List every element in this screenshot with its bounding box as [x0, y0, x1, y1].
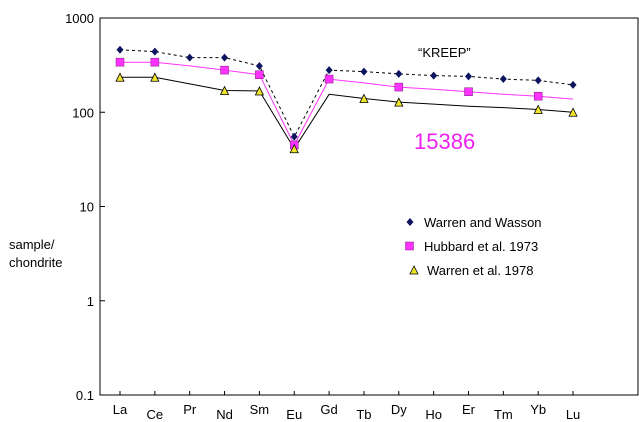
data-point-square	[464, 87, 473, 97]
data-point-diamond	[151, 47, 159, 56]
series-line	[120, 76, 574, 150]
x-tick-label: Eu	[286, 407, 302, 422]
y-axis-ticks: 0.1 1 10 100 1000	[65, 11, 105, 403]
legend-item-warren-wasson: Warren and Wasson	[406, 215, 542, 230]
legend-label-warren-wasson: Warren and Wasson	[424, 215, 542, 230]
x-tick-label: Pr	[183, 402, 197, 417]
data-point-diamond	[395, 69, 403, 78]
data-point-triangle	[289, 143, 299, 154]
x-tick-label: La	[113, 402, 128, 417]
y-tick-label: 1	[87, 294, 94, 309]
data-point-square	[324, 74, 334, 84]
data-point-diamond	[569, 80, 577, 89]
data-point-triangle	[359, 93, 369, 103]
data-point-triangle	[394, 97, 404, 107]
data-point-diamond	[534, 76, 542, 85]
legend-square-marker	[405, 241, 414, 251]
legend-triangle-marker	[409, 265, 419, 275]
x-tick-label: Lu	[566, 407, 580, 422]
y-tick-label: 100	[72, 105, 94, 120]
series-layer	[115, 45, 578, 154]
data-point-square	[115, 57, 125, 67]
legend-item-warren-1978: Warren et al. 1978	[409, 263, 533, 278]
data-point-diamond	[290, 132, 298, 141]
data-point-square	[255, 70, 264, 79]
data-point-diamond	[499, 75, 507, 84]
data-point-triangle	[150, 72, 160, 82]
x-tick-label: Nd	[216, 407, 233, 422]
legend-label-hubbard: Hubbard et al. 1973	[424, 239, 538, 254]
legend-label-warren-1978: Warren et al. 1978	[427, 263, 533, 278]
x-tick-label: Tm	[494, 407, 513, 422]
data-point-triangle	[219, 85, 230, 95]
data-point-square	[220, 65, 229, 75]
x-tick-label: Yb	[530, 402, 546, 417]
plot-frame	[99, 17, 639, 396]
legend: Warren and Wasson Hubbard et al. 1973 Wa…	[405, 215, 542, 278]
data-point-square	[394, 82, 404, 92]
y-tick-label: 1000	[65, 11, 94, 26]
y-axis-label-line1: sample/	[9, 237, 55, 252]
annotation-kreep: “KREEP”	[418, 45, 471, 60]
y-axis-label-line2: chondrite	[9, 255, 62, 270]
series-line	[120, 61, 574, 146]
data-point-diamond	[255, 61, 263, 70]
y-tick-label: 0.1	[76, 388, 94, 403]
data-point-diamond	[186, 53, 194, 62]
data-point-diamond	[116, 45, 124, 54]
data-point-triangle	[115, 72, 125, 82]
x-tick-label: Ce	[147, 407, 164, 422]
x-tick-label: Ho	[425, 407, 442, 422]
x-tick-label: Er	[462, 402, 476, 417]
data-point-diamond	[221, 53, 229, 62]
x-tick-label: Tb	[356, 407, 371, 422]
x-tick-label: Sm	[250, 402, 270, 417]
data-point-diamond	[325, 66, 333, 75]
data-point-square	[150, 57, 160, 67]
data-point-triangle	[568, 107, 578, 117]
data-point-diamond	[430, 71, 438, 80]
legend-diamond-marker	[406, 218, 414, 226]
legend-item-hubbard: Hubbard et al. 1973	[405, 239, 538, 254]
data-point-triangle	[533, 104, 543, 114]
x-tick-label: Gd	[320, 402, 337, 417]
series-line	[119, 49, 574, 138]
data-point-diamond	[465, 72, 472, 81]
data-point-diamond	[360, 67, 368, 76]
data-point-triangle	[254, 86, 265, 96]
y-tick-label: 10	[80, 200, 94, 215]
x-axis-ticks: La Ce Pr Nd Sm Eu Gd Tb Dy Ho Er Tm Yb Lu	[113, 391, 580, 422]
data-point-square	[533, 91, 543, 101]
x-tick-label: Dy	[391, 402, 407, 417]
annotation-sample-number: 15386	[414, 129, 475, 154]
